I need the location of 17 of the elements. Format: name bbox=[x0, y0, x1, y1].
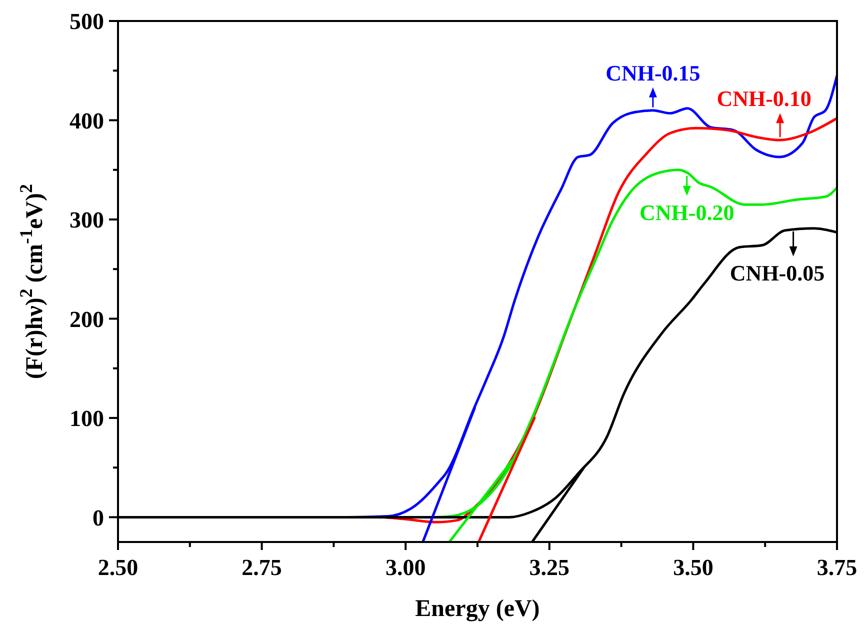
x-tick-label: 3.75 bbox=[816, 555, 858, 580]
y-tick-label: 400 bbox=[70, 108, 104, 134]
x-tick-label: 3.50 bbox=[673, 555, 714, 580]
x-tick-label: 3.00 bbox=[385, 555, 426, 580]
x-axis-title: Energy (eV) bbox=[415, 596, 540, 622]
x-tick-label: 2.75 bbox=[242, 555, 282, 580]
y-tick-label: 100 bbox=[70, 406, 104, 431]
x-tick-label: 3.25 bbox=[529, 555, 570, 580]
annotation: CNH-0.20 bbox=[640, 200, 734, 225]
y-tick-label: 200 bbox=[70, 306, 104, 332]
annotation: CNH-0.10 bbox=[716, 86, 812, 112]
x-tick-label: 2.50 bbox=[98, 555, 138, 580]
y-tick-label: 0 bbox=[92, 505, 104, 530]
annotation: CNH-0.15 bbox=[606, 60, 700, 86]
y-tick-label: 500 bbox=[70, 9, 104, 34]
y-tick-label: 300 bbox=[70, 208, 104, 233]
annotation: CNH-0.05 bbox=[730, 260, 825, 286]
